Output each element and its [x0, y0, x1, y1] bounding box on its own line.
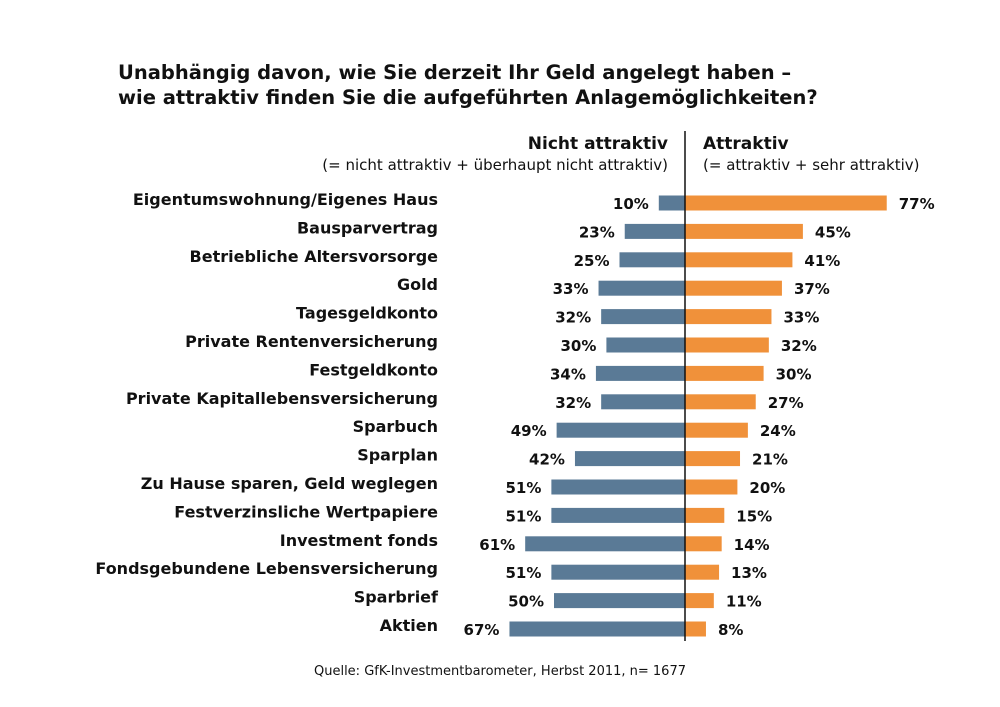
bar-nicht-attraktiv [525, 536, 685, 552]
bar-nicht-attraktiv [574, 451, 685, 467]
bar-nicht-attraktiv [619, 252, 685, 268]
value-label-nicht-attraktiv: 32% [555, 394, 591, 412]
right-header-title: Attraktiv [703, 134, 789, 154]
bar-attraktiv [685, 621, 706, 637]
bar-attraktiv [685, 479, 738, 495]
value-label-attraktiv: 37% [794, 280, 830, 298]
right-header-subtitle: (= attraktiv + sehr attraktiv) [703, 156, 919, 174]
value-label-nicht-attraktiv: 51% [505, 564, 541, 582]
bar-nicht-attraktiv [601, 394, 685, 410]
category-label: Betriebliche Altersvorsorge [190, 247, 439, 266]
value-label-attraktiv: 11% [726, 593, 762, 611]
chart-title-line-1: Unabhängig davon, wie Sie derzeit Ihr Ge… [118, 61, 792, 84]
bar-nicht-attraktiv [601, 309, 685, 325]
bar-nicht-attraktiv [551, 507, 685, 523]
bar-attraktiv [685, 422, 748, 438]
value-label-nicht-attraktiv: 42% [529, 451, 565, 469]
value-label-attraktiv: 24% [760, 422, 796, 440]
bar-attraktiv [685, 337, 769, 353]
value-label-attraktiv: 33% [783, 309, 819, 327]
bar-attraktiv [685, 507, 725, 523]
value-label-nicht-attraktiv: 61% [479, 536, 515, 554]
category-label: Private Rentenversicherung [185, 332, 438, 351]
bar-attraktiv [685, 536, 722, 552]
value-label-attraktiv: 30% [776, 365, 812, 383]
bar-nicht-attraktiv [551, 564, 685, 580]
category-label: Festgeldkonto [309, 360, 438, 379]
bar-nicht-attraktiv [554, 593, 685, 609]
category-label: Gold [397, 275, 438, 294]
bar-attraktiv [685, 451, 741, 467]
value-label-attraktiv: 13% [731, 564, 767, 582]
value-label-nicht-attraktiv: 67% [464, 621, 500, 639]
category-label: Tagesgeldkonto [296, 304, 438, 323]
bar-nicht-attraktiv [624, 223, 685, 239]
bar-nicht-attraktiv [595, 365, 685, 381]
value-label-nicht-attraktiv: 30% [560, 337, 596, 355]
category-label: Fondsgebundene Lebensversicherung [95, 559, 438, 578]
bar-attraktiv [685, 593, 714, 609]
bar-attraktiv [685, 195, 887, 211]
category-label: Zu Hause sparen, Geld weglegen [141, 474, 438, 493]
value-label-attraktiv: 27% [768, 394, 804, 412]
chart-title: Unabhängig davon, wie Sie derzeit Ihr Ge… [118, 60, 818, 110]
category-label: Aktien [380, 616, 438, 635]
bar-attraktiv [685, 223, 803, 239]
bar-attraktiv [685, 564, 720, 580]
value-label-nicht-attraktiv: 23% [579, 223, 615, 241]
value-label-nicht-attraktiv: 51% [505, 507, 541, 525]
category-label: Bausparvertrag [297, 218, 438, 237]
bar-nicht-attraktiv [658, 195, 685, 211]
value-label-attraktiv: 45% [815, 223, 851, 241]
bar-attraktiv [685, 365, 764, 381]
bar-attraktiv [685, 280, 782, 296]
value-label-nicht-attraktiv: 25% [574, 252, 610, 270]
bar-nicht-attraktiv [551, 479, 685, 495]
value-label-attraktiv: 14% [734, 536, 770, 554]
value-label-nicht-attraktiv: 10% [613, 195, 649, 213]
category-label: Private Kapitallebensversicherung [126, 389, 438, 408]
category-label: Sparbrief [354, 588, 439, 607]
bar-nicht-attraktiv [509, 621, 685, 637]
left-header-title: Nicht attraktiv [528, 134, 668, 154]
bar-nicht-attraktiv [556, 422, 685, 438]
value-label-nicht-attraktiv: 50% [508, 593, 544, 611]
value-label-nicht-attraktiv: 34% [550, 365, 586, 383]
value-label-nicht-attraktiv: 51% [505, 479, 541, 497]
value-label-nicht-attraktiv: 33% [553, 280, 589, 298]
value-label-nicht-attraktiv: 49% [511, 422, 547, 440]
bar-attraktiv [685, 394, 756, 410]
value-label-attraktiv: 41% [804, 252, 840, 270]
category-label: Festverzinsliche Wertpapiere [174, 502, 438, 521]
value-label-attraktiv: 15% [736, 507, 772, 525]
bar-attraktiv [685, 252, 793, 268]
value-label-attraktiv: 20% [749, 479, 785, 497]
value-label-nicht-attraktiv: 32% [555, 309, 591, 327]
value-label-attraktiv: 8% [718, 621, 743, 639]
bar-attraktiv [685, 309, 772, 325]
bar-nicht-attraktiv [598, 280, 685, 296]
category-label: Eigentumswohnung/Eigenes Haus [133, 190, 438, 209]
value-label-attraktiv: 77% [899, 195, 935, 213]
left-header-subtitle: (= nicht attraktiv + überhaupt nicht att… [322, 156, 668, 174]
value-label-attraktiv: 32% [781, 337, 817, 355]
bar-nicht-attraktiv [606, 337, 685, 353]
chart-title-line-2: wie attraktiv finden Sie die aufgeführte… [118, 86, 818, 109]
category-label: Sparbuch [353, 417, 438, 436]
category-label: Investment fonds [280, 531, 438, 550]
value-label-attraktiv: 21% [752, 451, 788, 469]
category-label: Sparplan [357, 446, 438, 465]
source-note: Quelle: GfK-Investmentbarometer, Herbst … [313, 664, 686, 679]
